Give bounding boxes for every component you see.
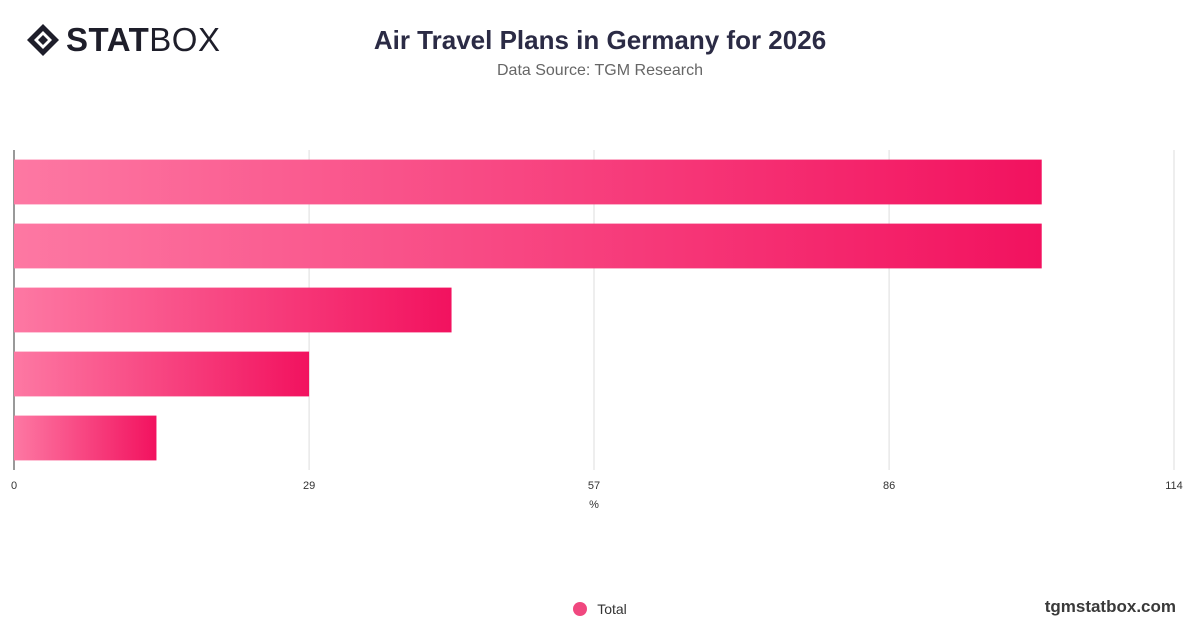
x-axis-label: % [589, 499, 599, 511]
chart-subtitle: Data Source: TGM Research [496, 62, 703, 79]
bar[interactable] [14, 415, 157, 461]
legend-label: Total [597, 601, 627, 617]
logo-wordmark-bold: STAT [66, 21, 150, 58]
bar[interactable] [14, 287, 452, 333]
brand-url: tgmstatbox.com [1044, 597, 1176, 616]
logo-wordmark-light: BOX [149, 21, 221, 58]
bars [14, 159, 1042, 461]
x-tick-label: 57 [588, 480, 600, 492]
bar[interactable] [14, 351, 310, 397]
bar[interactable] [14, 223, 1042, 269]
x-axis-ticks: 0 29 57 86 114 [11, 480, 1183, 492]
legend-marker [573, 602, 588, 616]
bar[interactable] [14, 159, 1042, 205]
legend-item-total[interactable]: Total [573, 601, 627, 617]
x-tick-label: 114 [1165, 480, 1183, 492]
statbox-logo: STATBOX [26, 22, 220, 58]
x-tick-label: 86 [883, 480, 895, 492]
legend: Total [0, 601, 1200, 619]
chart-title: Air Travel Plans in Germany for 2026 [373, 25, 827, 55]
logo-wordmark: STATBOX [66, 22, 220, 58]
x-tick-label: 29 [303, 480, 315, 492]
x-tick-label: 0 [11, 480, 17, 492]
statbox-logo-icon [27, 24, 59, 56]
